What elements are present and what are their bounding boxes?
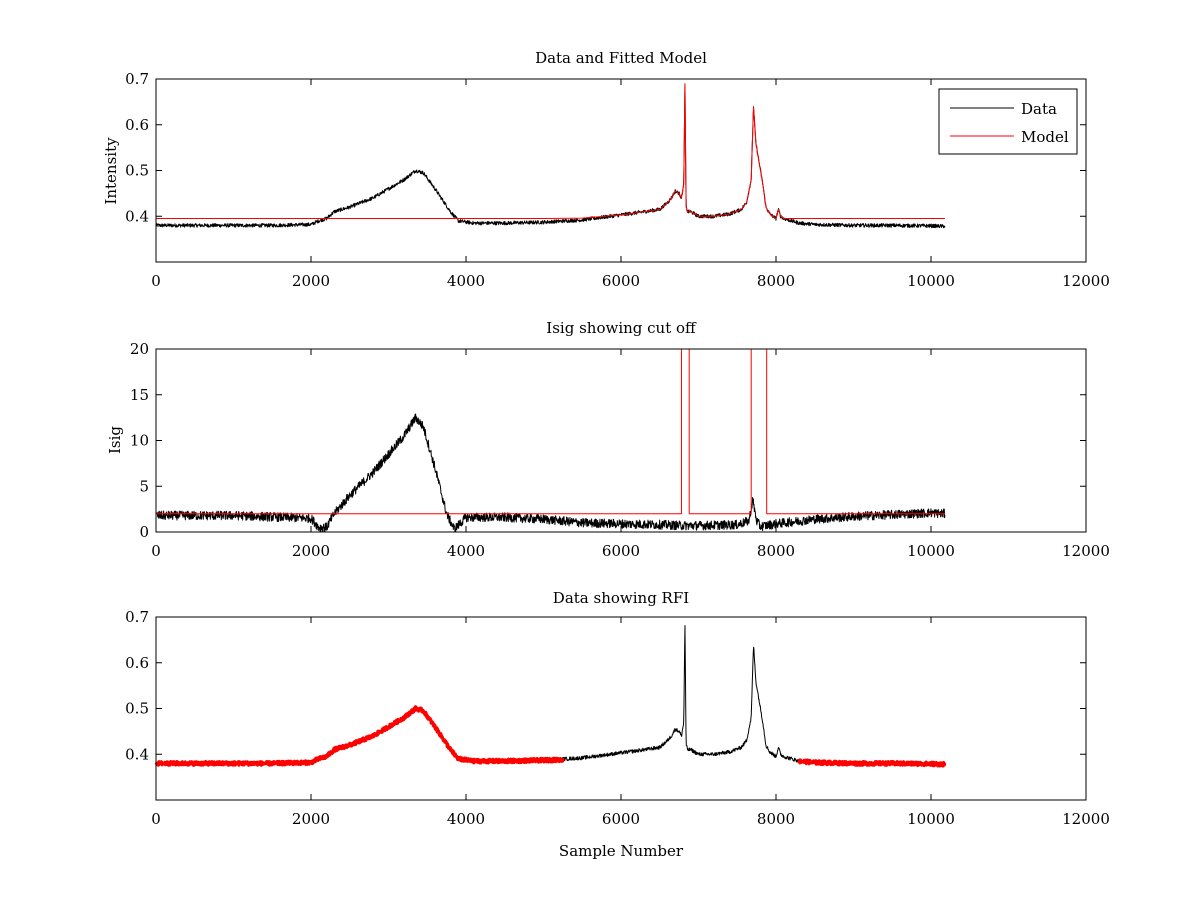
panel-1-series-data-line <box>155 84 946 229</box>
panel-1-y-axis-label: Intensity <box>102 137 120 205</box>
panel-1-title: Data and Fitted Model <box>535 49 707 67</box>
y-tick-label: 0.7 <box>125 70 149 88</box>
x-tick-label: 6000 <box>602 272 640 290</box>
x-tick-label: 12000 <box>1062 542 1110 560</box>
x-tick-label: 2000 <box>292 542 330 560</box>
x-tick-label: 2000 <box>292 272 330 290</box>
y-tick-label: 0.7 <box>125 608 149 626</box>
panel-3-axes-frame <box>155 616 1087 801</box>
panel-3-series-0-line <box>155 625 946 767</box>
legend-model-label: Model <box>1021 128 1069 146</box>
panel-3-series-1-line <box>154 705 565 767</box>
x-tick-label: 4000 <box>447 272 485 290</box>
x-tick-label: 0 <box>151 272 161 290</box>
y-tick-label: 0.4 <box>125 745 149 763</box>
x-tick-label: 12000 <box>1062 810 1110 828</box>
y-tick-label: 0.5 <box>125 162 149 180</box>
panel-3-title: Data showing RFI <box>553 589 689 607</box>
x-tick-label: 6000 <box>602 810 640 828</box>
panel-data-and-fitted-model: Data and Fitted Model Intensity 0 2000 400… <box>102 49 1110 290</box>
x-tick-label: 0 <box>151 542 161 560</box>
panel-2-y-axis-label: Isig <box>106 426 124 454</box>
x-tick-label: 4000 <box>447 542 485 560</box>
panel-2-title: Isig showing cut off <box>546 319 697 337</box>
y-tick-label: 0.6 <box>125 116 149 134</box>
x-tick-label: 12000 <box>1062 272 1110 290</box>
x-tick-label: 2000 <box>292 810 330 828</box>
x-tick-label: 10000 <box>907 272 955 290</box>
x-tick-label: 4000 <box>447 810 485 828</box>
x-tick-label: 6000 <box>602 542 640 560</box>
x-tick-label: 10000 <box>907 810 955 828</box>
panel-3-x-axis-label: Sample Number <box>559 842 684 860</box>
legend-data-label: Data <box>1021 100 1057 118</box>
y-tick-label: 0.4 <box>125 207 149 225</box>
y-tick-label: 10 <box>130 432 149 450</box>
y-tick-label: 5 <box>139 477 149 495</box>
x-tick-label: 10000 <box>907 542 955 560</box>
panel-data-showing-rfi: Data showing RFI Sample Number 0 2000 4000… <box>125 589 1110 860</box>
legend-box <box>938 88 1078 155</box>
y-tick-label: 0.5 <box>125 700 149 718</box>
panel-isig-showing-cut-off: Isig showing cut off Isig 0 2000 4000 6000 8… <box>106 319 1110 560</box>
y-tick-label: 0 <box>139 523 149 541</box>
x-tick-label: 8000 <box>757 272 795 290</box>
x-tick-label: 8000 <box>757 542 795 560</box>
panel-1-legend: Data Model <box>938 88 1078 155</box>
panel-2-axes-frame <box>155 348 1087 533</box>
y-tick-label: 0.6 <box>125 654 149 672</box>
panel-2-series-1-line <box>156 348 945 515</box>
x-tick-label: 0 <box>151 810 161 828</box>
y-tick-label: 15 <box>130 386 149 404</box>
panel-1-series-model-line <box>156 83 945 220</box>
x-tick-label: 8000 <box>757 810 795 828</box>
panel-3-series-2-line <box>797 758 947 768</box>
y-tick-label: 20 <box>130 340 149 358</box>
panel-2-series-0-line <box>155 413 946 533</box>
